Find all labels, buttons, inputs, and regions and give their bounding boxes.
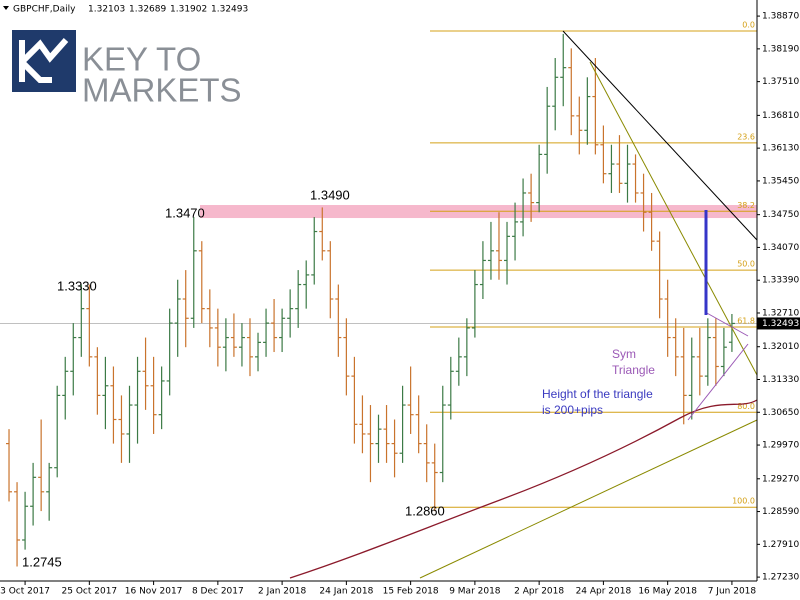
note: Height of the triangle bbox=[542, 387, 653, 401]
fib-label: 23.6 bbox=[737, 132, 755, 141]
y-tick-label: 1.38190 bbox=[762, 44, 799, 54]
y-tick-label: 1.27230 bbox=[762, 573, 799, 583]
y-tick-label: 1.28590 bbox=[762, 507, 799, 517]
x-tick-label: 16 May 2018 bbox=[638, 587, 697, 597]
x-tick-label: 24 Apr 2018 bbox=[576, 587, 632, 597]
logo-text: MARKETS bbox=[82, 72, 242, 109]
x-tick-label: 16 Nov 2017 bbox=[125, 587, 183, 597]
moving-average bbox=[289, 399, 758, 579]
header-value: 1.32493 bbox=[211, 5, 248, 15]
y-tick-label: 1.38870 bbox=[762, 12, 799, 22]
fib-label: 38.2 bbox=[737, 201, 755, 210]
fib-label: 0.0 bbox=[742, 21, 755, 30]
price-annotation: 1.3470 bbox=[165, 205, 205, 220]
y-tick-label: 1.27910 bbox=[762, 540, 799, 550]
x-tick-label: 7 Jun 2018 bbox=[708, 587, 757, 597]
fib-label: 50.0 bbox=[737, 260, 755, 269]
price-annotation: 1.2745 bbox=[22, 554, 62, 569]
logo: KEY TO MARKETS bbox=[12, 30, 242, 109]
x-tick-label: 2 Apr 2018 bbox=[514, 587, 564, 597]
fib-label: 61.8 bbox=[737, 316, 755, 325]
y-tick-label: 1.31330 bbox=[762, 375, 799, 385]
y-tick-label: 1.36810 bbox=[762, 111, 799, 121]
y-tick-label: 1.37510 bbox=[762, 77, 799, 87]
y-tick-label: 1.34750 bbox=[762, 210, 799, 220]
x-tick-label: 8 Dec 2017 bbox=[192, 587, 244, 597]
x-tick-label: 9 Mar 2018 bbox=[449, 587, 501, 597]
drawings bbox=[289, 30, 758, 579]
logo-text: KEY TO bbox=[82, 41, 201, 78]
y-tick-label: 1.36130 bbox=[762, 144, 799, 154]
x-tick-label: 24 Jan 2018 bbox=[319, 587, 373, 597]
logo-mark bbox=[19, 38, 69, 83]
y-tick-label: 1.33390 bbox=[762, 276, 799, 286]
header-value: 1.32103 bbox=[88, 5, 125, 15]
price-annotation: 1.3490 bbox=[310, 187, 350, 202]
trend-line bbox=[419, 419, 758, 579]
y-tick-label: 1.32010 bbox=[762, 342, 799, 352]
y-tick-label: 1.29270 bbox=[762, 474, 799, 484]
x-tick-label: 2 Jan 2018 bbox=[258, 587, 306, 597]
triangle-line bbox=[704, 311, 749, 337]
menu-arrow[interactable] bbox=[3, 6, 9, 10]
note: Triangle bbox=[612, 363, 655, 377]
price-annotation: 1.2860 bbox=[405, 503, 445, 518]
note: is 200+pips bbox=[542, 403, 603, 417]
note: Sym bbox=[612, 347, 636, 361]
x-tick-label: 15 Feb 2018 bbox=[383, 587, 439, 597]
y-tick-label: 1.35450 bbox=[762, 176, 799, 186]
trend-line bbox=[562, 30, 758, 241]
y-tick-label: 1.30650 bbox=[762, 408, 799, 418]
y-tick-label: 1.29970 bbox=[762, 441, 799, 451]
fib-label: 80.0 bbox=[737, 402, 755, 411]
price-annotation: 1.3330 bbox=[57, 278, 97, 293]
symbol-header: GBPCHF,Daily bbox=[13, 5, 76, 15]
x-tick-label: 25 Oct 2017 bbox=[62, 587, 118, 597]
last-price-box bbox=[757, 317, 800, 330]
triangle-line bbox=[687, 343, 749, 421]
x-tick-label: 3 Oct 2017 bbox=[0, 587, 50, 597]
y-tick-label: 1.34070 bbox=[762, 243, 799, 253]
last-price-label: 1.32493 bbox=[762, 319, 799, 329]
y-tick-label: 1.32710 bbox=[762, 308, 799, 318]
fib-label: 100.0 bbox=[732, 497, 755, 506]
header-value: 1.32689 bbox=[129, 5, 166, 15]
header-value: 1.31902 bbox=[170, 5, 207, 15]
trend-line bbox=[589, 61, 758, 376]
